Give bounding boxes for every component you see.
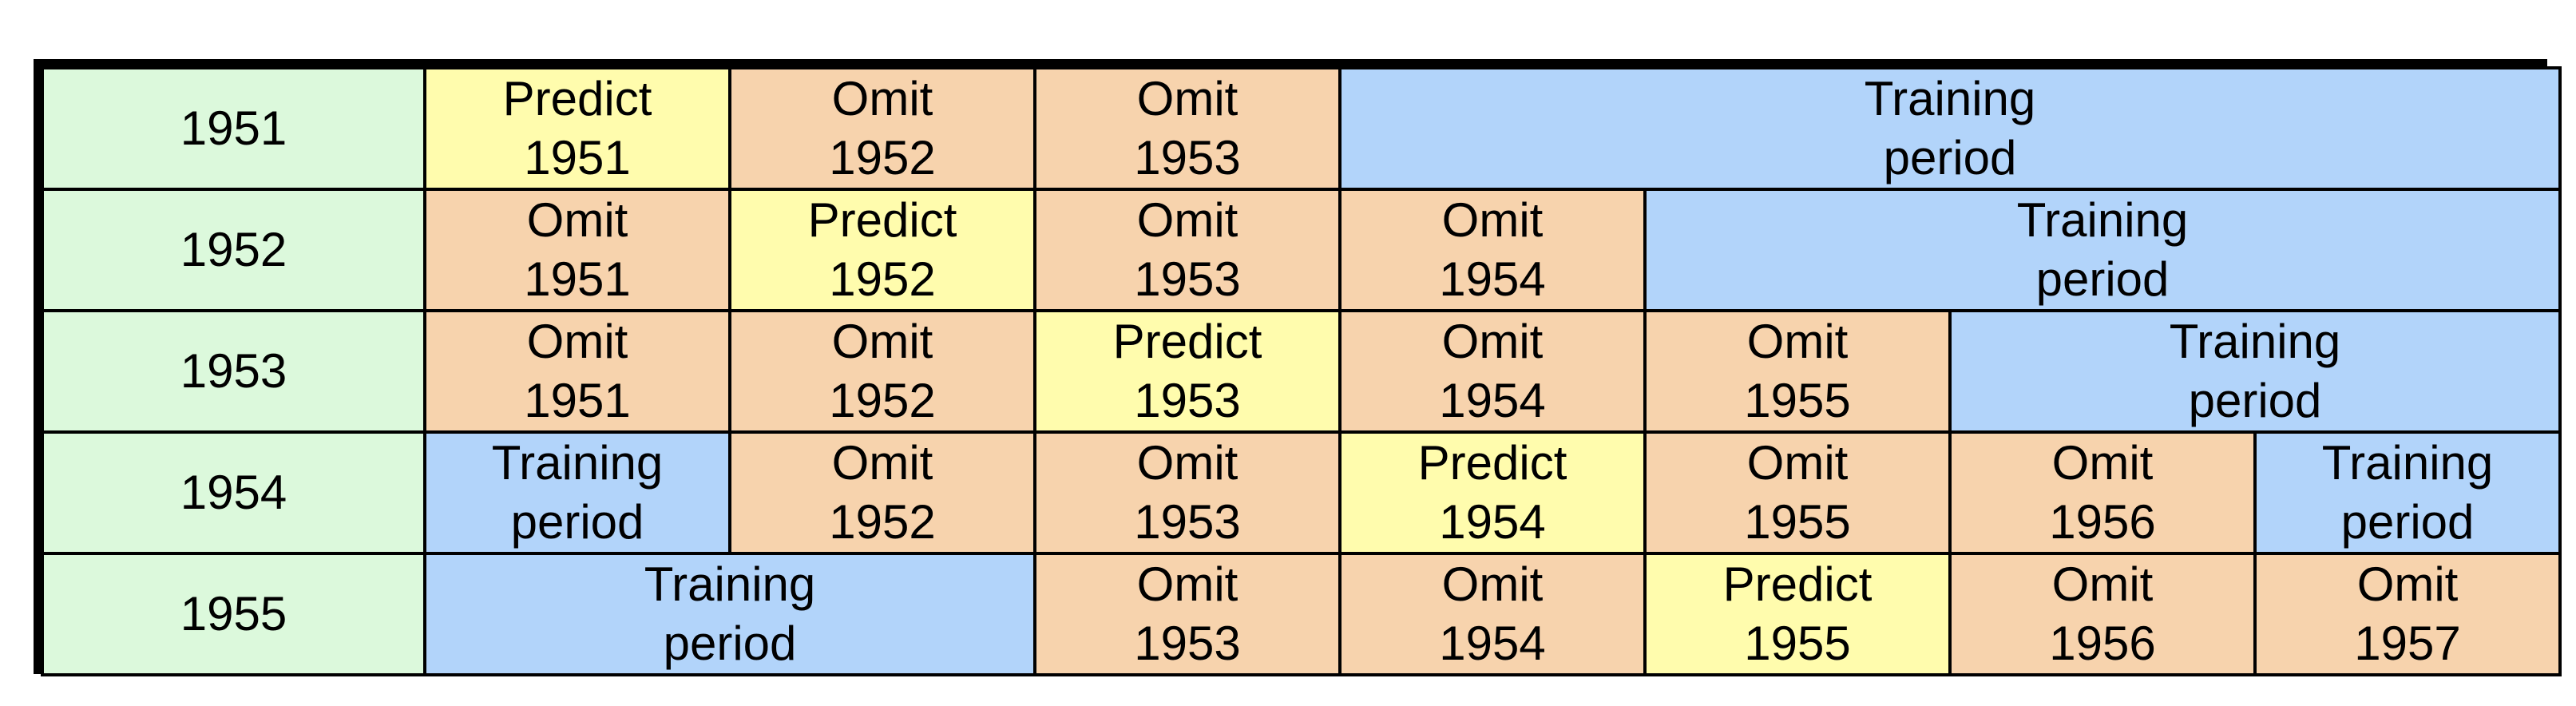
cell-label-line1: Training <box>2321 436 2494 490</box>
cell-label-line2: 1954 <box>1439 252 1546 306</box>
grid-row-1952: 1952 Omit 1951 Predict 1952 Omit 1953 Omit 1954 T… <box>41 188 2562 312</box>
cell-label-line2: 1952 <box>829 131 936 184</box>
omit-cell: Omit 1951 <box>423 309 731 434</box>
training-period-cell: Training period <box>2253 430 2562 555</box>
omit-cell: Omit 1954 <box>1338 309 1647 434</box>
cell-label-line2: 1951 <box>524 252 631 306</box>
grid-row-1951: 1951 Predict 1951 Omit 1952 Omit 1953 Training p… <box>41 66 2562 191</box>
omit-cell: Omit 1953 <box>1033 66 1342 191</box>
cell-label-line2: 1956 <box>2049 495 2156 549</box>
omit-cell: Omit 1954 <box>1338 188 1647 312</box>
cell-label-line1: Training <box>644 557 816 611</box>
cell-label-line2: 1951 <box>524 131 631 184</box>
omit-cell: Omit 1955 <box>1643 430 1952 555</box>
cell-label-line1: Omit <box>526 193 628 247</box>
validation-scheme-grid: 1951 Predict 1951 Omit 1952 Omit 1953 Training p… <box>34 59 2562 676</box>
cell-label-line2: 1952 <box>829 252 936 306</box>
predict-cell: Predict 1952 <box>728 188 1036 312</box>
training-period-cell: Training period <box>1338 66 2562 191</box>
cell-label-line2: 1953 <box>1134 252 1241 306</box>
cell-label-line2: 1953 <box>1134 131 1241 184</box>
cell-label-line1: Predict <box>502 72 652 125</box>
omit-cell: Omit 1955 <box>1643 309 1952 434</box>
omit-cell: Omit 1956 <box>1948 430 2257 555</box>
cell-label-line1: Omit <box>1441 557 1544 611</box>
cell-label-line2: 1954 <box>1439 374 1546 427</box>
cell-label-line2: 1955 <box>1744 374 1851 427</box>
training-period-cell: Training period <box>423 552 1036 676</box>
grid-row-1954: 1954 Training period Omit 1952 Omit 1953 Predic… <box>41 430 2562 555</box>
cell-label-line1: Omit <box>831 436 933 490</box>
omit-cell: Omit 1954 <box>1338 552 1647 676</box>
cell-label-line1: Omit <box>526 315 628 368</box>
cell-label-line2: 1953 <box>1134 617 1241 670</box>
omit-cell: Omit 1952 <box>728 66 1036 191</box>
cell-label-line1: Omit <box>1441 315 1544 368</box>
cell-label-line2: period <box>2340 495 2475 549</box>
cell-label-line1: Predict <box>807 193 957 247</box>
training-period-cell: Training period <box>423 430 731 555</box>
cell-label-line2: 1954 <box>1439 495 1546 549</box>
cell-label-line1: Omit <box>1136 557 1238 611</box>
cell-label-line2: 1953 <box>1134 495 1241 549</box>
cell-label-line2: period <box>1883 131 2017 184</box>
omit-cell: Omit 1952 <box>728 309 1036 434</box>
omit-cell: Omit 1956 <box>1948 552 2257 676</box>
cell-label-line1: Omit <box>1746 436 1849 490</box>
cell-label-line2: period <box>510 495 644 549</box>
row-year-label: 1955 <box>41 552 426 676</box>
predict-cell: Predict 1955 <box>1643 552 1952 676</box>
cell-label-line2: 1955 <box>1744 495 1851 549</box>
cell-label-line1: Training <box>1864 72 2036 125</box>
training-period-cell: Training period <box>1948 309 2562 434</box>
grid-row-1955: 1955 Training period Omit 1953 Omit 1954 Predic… <box>41 552 2562 676</box>
cell-label-line2: 1953 <box>1134 374 1241 427</box>
cell-label-line1: Training <box>2169 315 2341 368</box>
cell-label-line1: Omit <box>831 315 933 368</box>
omit-cell: Omit 1953 <box>1033 430 1342 555</box>
cell-label-line2: 1954 <box>1439 617 1546 670</box>
cell-label-line2: 1957 <box>2354 617 2461 670</box>
cell-label-line1: Omit <box>1136 193 1238 247</box>
cell-label-line2: period <box>2188 374 2322 427</box>
predict-cell: Predict 1954 <box>1338 430 1647 555</box>
omit-cell: Omit 1957 <box>2253 552 2562 676</box>
omit-cell: Omit 1952 <box>728 430 1036 555</box>
row-year-label: 1953 <box>41 309 426 434</box>
cell-label-line1: Training <box>2016 193 2189 247</box>
cell-label-line1: Omit <box>2051 436 2154 490</box>
cell-label-line2: period <box>2035 252 2170 306</box>
row-year-label: 1951 <box>41 66 426 191</box>
cell-label-line1: Omit <box>831 72 933 125</box>
omit-cell: Omit 1953 <box>1033 552 1342 676</box>
cell-label-line1: Predict <box>1722 557 1873 611</box>
cell-label-line1: Omit <box>1746 315 1849 368</box>
cell-label-line2: period <box>663 617 797 670</box>
training-period-cell: Training period <box>1643 188 2562 312</box>
cell-label-line1: Omit <box>2051 557 2154 611</box>
grid-row-1953: 1953 Omit 1951 Omit 1952 Predict 1953 Omit 1954 O… <box>41 309 2562 434</box>
cell-label-line1: Training <box>491 436 664 490</box>
cell-label-line1: Predict <box>1112 315 1262 368</box>
cell-label-line2: 1952 <box>829 374 936 427</box>
row-year-label: 1954 <box>41 430 426 555</box>
cell-label-line2: 1952 <box>829 495 936 549</box>
cell-label-line1: Omit <box>1136 436 1238 490</box>
omit-cell: Omit 1951 <box>423 188 731 312</box>
cell-label-line1: Omit <box>1441 193 1544 247</box>
cell-label-line2: 1956 <box>2049 617 2156 670</box>
row-year-label: 1952 <box>41 188 426 312</box>
cell-label-line1: Omit <box>1136 72 1238 125</box>
cell-label-line2: 1951 <box>524 374 631 427</box>
cell-label-line1: Predict <box>1417 436 1567 490</box>
cell-label-line2: 1955 <box>1744 617 1851 670</box>
omit-cell: Omit 1953 <box>1033 188 1342 312</box>
cell-label-line1: Omit <box>2356 557 2459 611</box>
predict-cell: Predict 1951 <box>423 66 731 191</box>
validation-scheme-table: 1951 Predict 1951 Omit 1952 Omit 1953 Training p… <box>41 66 2562 676</box>
grid-body: 1951 Predict 1951 Omit 1952 Omit 1953 Training p… <box>41 66 2562 676</box>
predict-cell: Predict 1953 <box>1033 309 1342 434</box>
